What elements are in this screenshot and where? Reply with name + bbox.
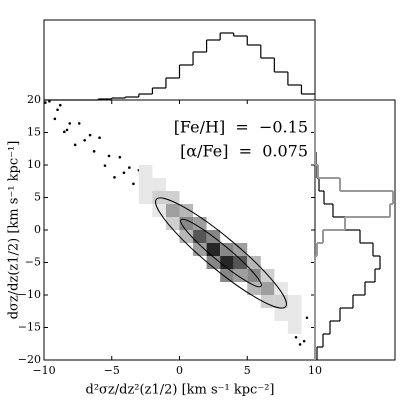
density-cell <box>287 321 302 334</box>
point <box>83 139 86 142</box>
density-cell <box>220 269 234 282</box>
point <box>58 103 62 107</box>
point <box>77 122 81 125</box>
point <box>132 182 135 186</box>
y-tick-label: 5 <box>34 191 41 204</box>
x-tick-label: 0 <box>176 364 183 377</box>
density-cell <box>247 269 261 282</box>
density-cell <box>260 282 275 295</box>
point <box>44 101 47 104</box>
point <box>294 335 298 339</box>
density-cell <box>247 282 261 295</box>
point <box>298 343 302 346</box>
contour <box>155 197 287 309</box>
density-cell <box>152 204 166 217</box>
density-cell <box>287 295 302 308</box>
point <box>88 133 92 137</box>
y-tick-label: −5 <box>25 256 41 269</box>
point <box>118 155 122 159</box>
contour <box>180 218 262 288</box>
density-cell <box>138 191 153 204</box>
density-cell <box>274 282 288 295</box>
density-cell <box>274 308 288 321</box>
x-tick-label: 10 <box>308 364 322 377</box>
density-cell <box>165 191 180 204</box>
point <box>92 150 96 153</box>
y-tick-label: −15 <box>18 321 41 334</box>
point <box>56 108 59 112</box>
density-cells <box>138 165 302 334</box>
y-tick-label: −10 <box>18 288 41 301</box>
y-tick-label: 10 <box>27 158 41 171</box>
y-tick-label: 15 <box>27 126 41 139</box>
density-cell <box>193 230 207 243</box>
density-cell <box>287 308 302 321</box>
x-axis-label: d²σz/dz²(z1/2) [km s⁻¹ kpc⁻²] <box>86 383 275 398</box>
x-tick-label: −5 <box>104 364 120 377</box>
density-cell <box>220 243 234 256</box>
density-cell <box>260 295 275 308</box>
y-axis-label: dσz/dz(z1/2) [km s⁻¹ kpc⁻¹] <box>7 141 22 320</box>
x-tick-label: 5 <box>244 364 251 377</box>
point <box>113 176 116 179</box>
point <box>122 171 126 175</box>
density-cell <box>193 217 207 230</box>
point <box>48 100 51 103</box>
x-tick-label: −10 <box>32 364 55 377</box>
annotation: [Fe/H] = −0.15 <box>174 118 308 137</box>
density-cell <box>233 256 248 269</box>
main-plot <box>44 100 309 346</box>
density-cell <box>220 256 234 269</box>
density-cell <box>138 165 153 178</box>
point <box>128 166 131 169</box>
y-tick-label: −20 <box>18 353 41 366</box>
point <box>98 136 101 139</box>
point <box>68 122 72 125</box>
density-cell <box>247 256 261 269</box>
point <box>65 128 69 132</box>
y-tick-label: 0 <box>34 223 41 236</box>
density-cell <box>152 178 166 191</box>
density-cell <box>233 269 248 282</box>
point <box>305 316 309 320</box>
density-cell <box>165 204 180 217</box>
point <box>63 130 66 134</box>
density-cell <box>179 204 194 217</box>
point <box>53 117 57 121</box>
axes: −10 −5 0 5 10 −20 −15 −10 −5 0 5 10 15 20 <box>18 32 394 377</box>
y-tick-label: 20 <box>27 93 41 106</box>
density-cell <box>165 217 180 230</box>
annotation: [α/Fe] = 0.075 <box>180 142 308 161</box>
point <box>302 339 306 343</box>
point <box>107 154 111 158</box>
point <box>73 143 77 147</box>
density-cell <box>206 243 221 256</box>
point <box>103 164 107 167</box>
density-cell <box>138 178 153 191</box>
